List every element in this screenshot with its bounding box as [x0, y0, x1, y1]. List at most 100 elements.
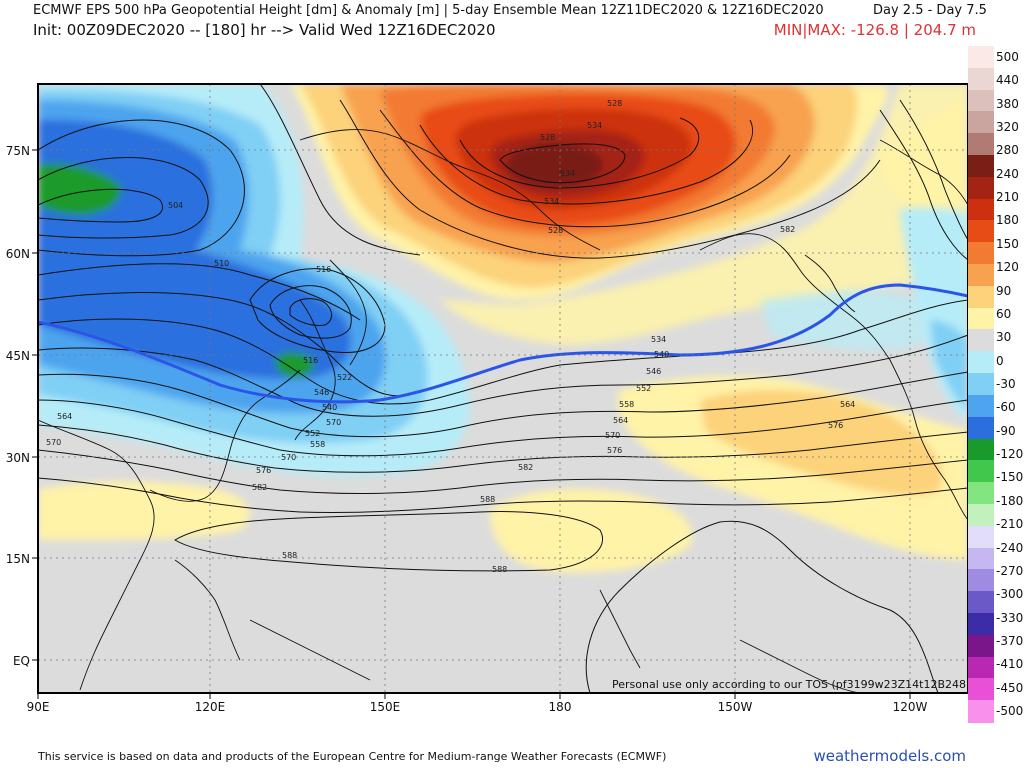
lon-label: 150W	[718, 700, 753, 714]
colorbar-swatch	[968, 329, 994, 352]
colorbar-swatch	[968, 482, 994, 505]
colorbar-level-label: -180	[996, 493, 1024, 508]
colorbar-swatch	[968, 220, 994, 243]
header-init: Init: 00Z09DEC2020 -- [180] hr --> Valid…	[33, 21, 496, 39]
colorbar-level-label: -30	[996, 377, 1016, 391]
colorbar-level-label: -150	[996, 470, 1024, 485]
colorbar-level-label: -410	[996, 657, 1024, 672]
contour-value-label: 570	[326, 418, 341, 427]
colorbar-level-label: 60	[996, 306, 1012, 321]
colorbar-swatch	[968, 155, 994, 178]
contour-value-label: 516	[316, 265, 331, 274]
colorbar-swatch	[968, 285, 994, 309]
colorbar-swatch	[968, 351, 994, 374]
colorbar-level-label: 90	[996, 283, 1012, 298]
header-day-range: Day 2.5 - Day 7.5	[873, 3, 987, 18]
minmax-readout: MIN|MAX: -126.8 | 204.7 m	[773, 21, 976, 39]
contour-value-label: 546	[314, 388, 329, 397]
colorbar-swatch	[968, 46, 994, 69]
colorbar-level-label: -120	[996, 447, 1024, 462]
colorbar-swatch	[968, 569, 994, 592]
height-contours	[38, 84, 968, 693]
header-title: ECMWF EPS 500 hPa Geopotential Height [d…	[33, 3, 987, 18]
contour-value-label: 528	[607, 99, 622, 108]
latitude-ticks	[32, 149, 38, 661]
contour-value-label: 510	[214, 259, 229, 268]
colorbar-swatch	[968, 460, 994, 483]
contour-value-label: 546	[646, 367, 661, 376]
colorbar-swatch	[968, 503, 994, 527]
contour-value-label: 564	[613, 416, 628, 425]
colorbar-level-label: -210	[996, 517, 1024, 532]
colorbar-level-label: 150	[996, 236, 1019, 251]
contour-value-label: 552	[636, 384, 651, 393]
contour-value-label: 564	[840, 400, 855, 409]
colorbar-level-label: -60	[996, 400, 1016, 415]
colorbar-swatch	[968, 176, 994, 200]
colorbar-swatch	[968, 264, 994, 287]
contour-value-label: 582	[780, 225, 795, 234]
colorbar-level-label: 0	[996, 353, 1004, 368]
colorbar-level-label: 440	[996, 73, 1019, 88]
contour-value-label: 570	[605, 431, 620, 440]
lat-label: 15N	[6, 552, 30, 566]
contour-value-label: 582	[518, 463, 533, 472]
longitude-ticks	[37, 693, 911, 699]
tos-notice: Personal use only according to our TOS (…	[612, 678, 971, 691]
colorbar-swatch	[968, 612, 994, 636]
colorbar-level-label: 320	[996, 119, 1019, 134]
colorbar-level-label: -370	[996, 634, 1024, 648]
contour-value-label: 576	[607, 446, 622, 455]
colorbar-swatch	[968, 394, 994, 418]
colorbar-level-label: -90	[996, 423, 1016, 438]
colorbar-swatch	[968, 634, 994, 658]
colorbar-level-label: 500	[996, 49, 1019, 64]
colorbar-swatch	[968, 198, 994, 222]
contour-value-label: 540	[654, 350, 669, 359]
contour-value-label: 540	[322, 403, 337, 412]
contour-value-label: 588	[492, 565, 507, 574]
header-title-text: ECMWF EPS 500 hPa Geopotential Height [d…	[33, 3, 824, 18]
colorbar-level-label: 180	[996, 213, 1019, 228]
colorbar-level-label: 280	[996, 143, 1019, 158]
contour-value-label: 528	[540, 133, 555, 142]
colorbar-swatch	[968, 656, 994, 679]
coastlines	[38, 129, 968, 693]
colorbar-swatch	[968, 67, 994, 91]
colorbar-level-label: 210	[996, 190, 1019, 205]
colorbar-swatch	[968, 678, 994, 701]
contour-value-label: 534	[587, 121, 602, 130]
contour-value-label: 576	[256, 466, 271, 475]
lat-label: EQ	[13, 654, 30, 668]
lon-label: 150E	[370, 700, 401, 714]
contour-value-label: 534	[651, 335, 666, 344]
colorbar-level-label: 240	[996, 166, 1019, 181]
colorbar-level-label: 30	[996, 330, 1012, 345]
contour-value-label: 528	[548, 226, 563, 235]
graticule	[38, 84, 968, 693]
brand-link[interactable]: weathermodels.com	[813, 747, 966, 765]
colorbar-level-label: -270	[996, 563, 1024, 578]
colorbar-swatch	[968, 700, 994, 723]
colorbar-swatch	[968, 111, 994, 134]
colorbar-swatch	[968, 547, 994, 570]
colorbar-level-label: -450	[996, 680, 1024, 695]
colorbar-level-label: -240	[996, 540, 1024, 555]
lon-label: 120E	[195, 700, 226, 714]
contour-value-label: 564	[57, 412, 72, 421]
contour-value-label: 522	[337, 373, 352, 382]
lat-label: 75N	[6, 144, 30, 158]
colorbar-swatch	[968, 307, 994, 331]
contour-value-label: 570	[46, 438, 61, 447]
colorbar-swatch	[968, 242, 994, 265]
footer-credit: This service is based on data and produc…	[38, 750, 667, 763]
contour-value-label: 558	[619, 400, 634, 409]
colorbar-swatch	[968, 89, 994, 113]
contour-value-label: 552	[305, 429, 320, 438]
colorbar-swatch	[968, 416, 994, 440]
colorbar-level-label: -330	[996, 610, 1024, 625]
anomaly-colorbar	[968, 46, 994, 723]
contour-value-label: 534	[544, 197, 559, 206]
colorbar-swatch	[968, 525, 994, 549]
